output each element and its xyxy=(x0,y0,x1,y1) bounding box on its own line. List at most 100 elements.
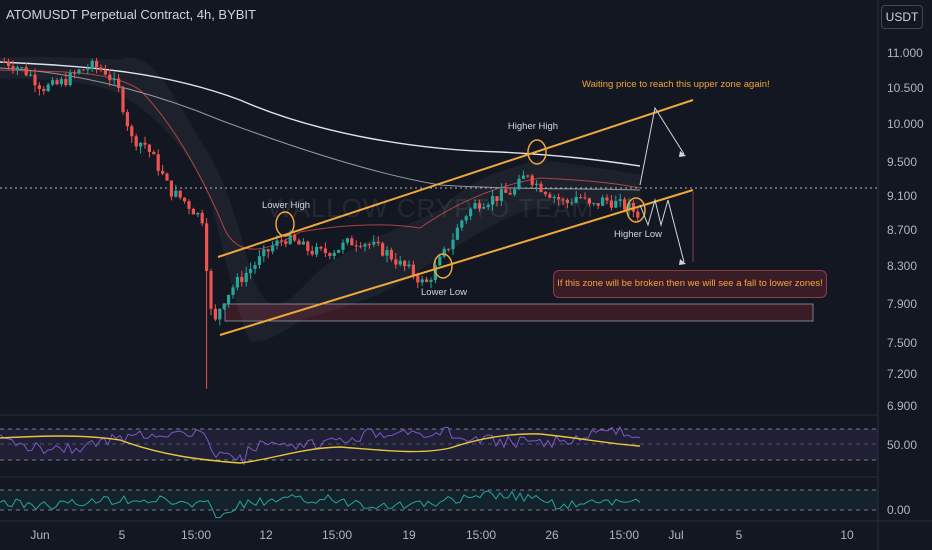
x-tick: 19 xyxy=(402,528,416,542)
candle-body xyxy=(143,142,147,145)
candle-body xyxy=(165,173,169,181)
candle-body xyxy=(407,264,411,267)
candle-body xyxy=(293,234,297,241)
candle-body xyxy=(51,80,55,85)
candle-body xyxy=(337,249,341,253)
candle-body xyxy=(37,85,41,89)
candle-body xyxy=(464,216,468,221)
projection-zigzag xyxy=(639,198,669,227)
candle-body xyxy=(11,66,15,70)
candle-body xyxy=(187,201,191,209)
candle-body xyxy=(257,256,261,266)
candle-body xyxy=(139,142,143,147)
candle-body xyxy=(108,74,112,81)
candle-body xyxy=(288,234,292,244)
candle-body xyxy=(363,244,367,247)
y-tick: 11.000 xyxy=(887,46,923,60)
candle-body xyxy=(99,67,103,71)
lower-low-marker xyxy=(433,253,453,279)
y-tick: 6.900 xyxy=(887,399,918,413)
candle-body xyxy=(398,260,402,265)
x-tick: 15:00 xyxy=(465,528,497,542)
candle-body xyxy=(244,273,248,283)
candle-body xyxy=(499,189,503,201)
candle-body xyxy=(557,197,561,200)
currency-badge[interactable]: USDT xyxy=(881,5,923,29)
candle-body xyxy=(2,61,6,63)
candle-body xyxy=(561,199,565,201)
candle-body xyxy=(147,144,151,152)
candle-body xyxy=(574,197,578,203)
rsi-line xyxy=(0,425,641,466)
projection-up xyxy=(639,106,685,186)
lower-zone-note: If this zone will be broken then we will… xyxy=(553,270,827,298)
candle-body xyxy=(20,67,24,69)
upper-zone-note: Waiting price to reach this upper zone a… xyxy=(582,79,770,90)
x-tick: 15:00 xyxy=(608,528,640,542)
candle-body xyxy=(517,178,521,190)
support-zone xyxy=(224,303,814,322)
candle-body xyxy=(73,72,77,74)
candle-body xyxy=(438,256,442,266)
label-higher-low: Higher Low xyxy=(613,229,663,240)
label-lower-low: Lower Low xyxy=(421,287,467,298)
candle-body xyxy=(530,175,534,185)
x-tick: Jun xyxy=(30,528,50,542)
candle-body xyxy=(394,259,398,265)
candle-body xyxy=(614,200,618,208)
candle-body xyxy=(213,308,217,320)
candle-body xyxy=(359,245,363,247)
candle-body xyxy=(183,197,187,202)
candle-body xyxy=(381,243,385,256)
candle-body xyxy=(605,197,609,201)
candle-body xyxy=(521,175,525,179)
candle-body xyxy=(222,303,226,309)
candle-body xyxy=(469,208,473,217)
candle-body xyxy=(539,183,543,192)
higher-low-marker xyxy=(626,197,646,223)
candle-body xyxy=(306,241,310,251)
chart-title: ATOMUSDT Perpetual Contract, 4h, BYBIT xyxy=(6,7,256,22)
label-lower-high: Lower High xyxy=(261,200,311,211)
candle-body xyxy=(33,74,37,86)
candle-body xyxy=(592,203,596,205)
candle-body xyxy=(425,279,429,282)
x-tick: 5 xyxy=(735,528,743,542)
candle-body xyxy=(117,78,121,89)
y-tick: 7.900 xyxy=(887,297,918,311)
candle-body xyxy=(570,202,574,204)
candle-body xyxy=(508,192,512,195)
candle-body xyxy=(332,252,336,256)
x-tick: 15:00 xyxy=(321,528,353,542)
y-tick: 7.200 xyxy=(887,367,918,381)
candle-body xyxy=(367,244,371,246)
candle-body xyxy=(526,175,530,177)
candle-body xyxy=(95,60,99,68)
candle-body xyxy=(376,241,380,244)
candle-body xyxy=(403,260,407,267)
candle-body xyxy=(565,199,569,203)
candle-body xyxy=(279,240,283,242)
channel-lower-line xyxy=(219,189,694,336)
candle-body xyxy=(442,248,446,257)
candle-body xyxy=(90,60,94,69)
candle-body xyxy=(341,242,345,250)
y-tick: 9.100 xyxy=(887,189,918,203)
candle-body xyxy=(271,245,275,252)
osc-y-tick: 0.00 xyxy=(887,503,911,517)
candle-body xyxy=(596,203,600,206)
candle-body xyxy=(328,253,332,256)
candle-body xyxy=(451,239,455,250)
candle-body xyxy=(205,223,209,272)
y-tick: 7.500 xyxy=(887,336,918,350)
candle-body xyxy=(200,212,204,224)
candle-body xyxy=(372,241,376,245)
candle-body xyxy=(86,68,90,70)
candle-body xyxy=(112,78,116,81)
candle-body xyxy=(235,277,239,288)
ma-long xyxy=(0,61,641,167)
candle-body xyxy=(15,67,19,70)
candle-body xyxy=(178,190,182,198)
candle-body xyxy=(29,74,33,76)
